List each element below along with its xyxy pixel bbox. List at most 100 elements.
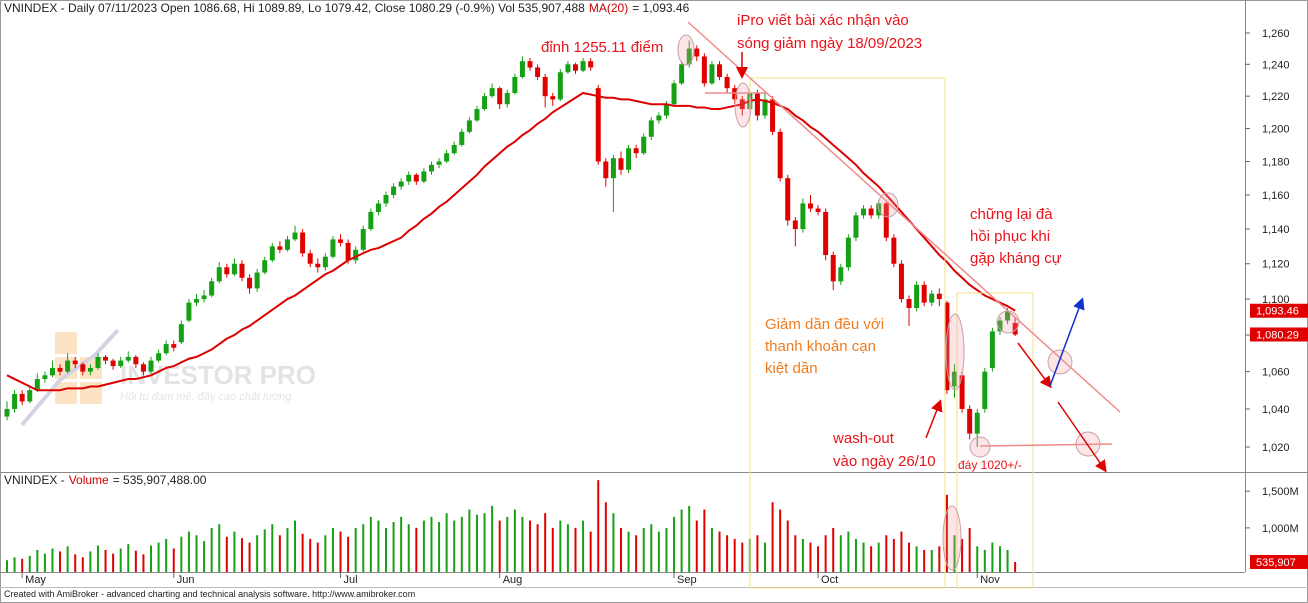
candle-body: [95, 356, 101, 368]
candle-body: [504, 92, 510, 105]
price-header: VNINDEX - Daily 07/11/2023 Open 1086.68,…: [4, 1, 690, 15]
candle-body: [140, 364, 146, 372]
candle-body: [807, 203, 813, 209]
annotation: chững lại đà: [970, 206, 1053, 223]
candle-body: [444, 153, 450, 162]
candle-body: [209, 281, 215, 296]
trend-line: [687, 21, 1121, 413]
ma-line: [6, 91, 1016, 392]
candle-body: [87, 367, 93, 372]
candle-body: [1012, 322, 1018, 335]
candle-body: [466, 120, 472, 132]
candle-body: [391, 186, 397, 195]
candle-body: [12, 393, 18, 409]
candle-body: [133, 356, 139, 365]
candle-body: [663, 104, 669, 116]
price-tag-label: 1,080.29: [1256, 329, 1299, 341]
candle-body: [573, 64, 578, 71]
candle-body: [103, 356, 109, 361]
candle-body: [345, 242, 351, 261]
y-tick-label: 1,500M: [1262, 486, 1299, 498]
annotation: hồi phục khi: [970, 228, 1050, 245]
price-tag-label: 1,093.46: [1256, 306, 1299, 318]
candle-body: [110, 360, 116, 367]
volume-header: VNINDEX - Volume = 535,907,488.00: [4, 473, 207, 487]
candle-body: [603, 161, 609, 179]
candle-body: [1005, 311, 1011, 321]
candle-body: [497, 88, 503, 105]
candle-body: [178, 324, 184, 343]
candle-body: [315, 263, 321, 268]
marks: 1,0201,0401,0601,0801,1001,1201,1401,160…: [4, 12, 1308, 586]
candle-body: [959, 375, 965, 409]
candle-body: [224, 267, 230, 275]
candle-body: [148, 360, 154, 372]
logo-block: [55, 382, 77, 404]
candle-body: [770, 99, 776, 132]
candle-body: [338, 239, 344, 243]
header-text: VNINDEX - Daily 07/11/2023 Open 1086.68,…: [4, 1, 585, 15]
candle-body: [34, 379, 40, 391]
y-tick-label: 1,000M: [1262, 523, 1299, 535]
candle-body: [118, 360, 124, 367]
candle-body: [936, 293, 942, 300]
candle-body: [671, 83, 677, 105]
candle-body: [459, 131, 465, 145]
candle-body: [451, 144, 457, 154]
candle-body: [368, 211, 374, 230]
candle-body: [489, 88, 495, 97]
candle-body: [845, 237, 851, 268]
candle-body: [830, 255, 836, 282]
candle-body: [535, 67, 541, 77]
candle-body: [300, 232, 306, 254]
annotation: thanh khoản cạn: [765, 338, 876, 355]
y-tick-label: 1,060: [1262, 367, 1290, 379]
candle-body: [694, 48, 700, 57]
candle-body: [618, 158, 624, 170]
candle-body: [398, 181, 404, 187]
annotation: wash-out: [832, 430, 895, 447]
candle-body: [413, 174, 419, 182]
candle-body: [474, 109, 480, 121]
candle-body: [732, 88, 738, 100]
candle-body: [997, 320, 1003, 332]
candle-body: [80, 364, 86, 372]
candle-body: [982, 371, 988, 409]
header-text: VNINDEX -: [4, 473, 65, 487]
x-tick-label: Nov: [980, 574, 1000, 586]
candle-body: [861, 208, 867, 216]
highlight-circle: [1047, 349, 1073, 375]
candle-body: [588, 61, 594, 68]
annotation: sóng giảm ngày 18/09/2023: [737, 35, 922, 52]
annotation: kiệt dần: [765, 360, 818, 377]
arrow: [1017, 342, 1052, 389]
candle-body: [322, 256, 328, 268]
logo-block: [55, 332, 77, 354]
candle-body: [42, 375, 48, 380]
price-tag: [1250, 303, 1308, 318]
candle-body: [171, 344, 177, 348]
candle-body: [542, 76, 548, 97]
candle-body: [512, 76, 518, 93]
candle-body: [823, 211, 829, 256]
candle-body: [125, 356, 131, 361]
candle-body: [194, 299, 199, 303]
x-tick-label: Aug: [503, 574, 523, 586]
annotation: Giảm dần đều với: [765, 316, 884, 333]
candle-body: [717, 64, 723, 77]
candle-body: [436, 161, 442, 165]
candle-body: [550, 96, 556, 100]
candle-body: [626, 148, 632, 170]
candle-body: [898, 263, 904, 300]
x-tick-label: Jun: [177, 574, 195, 586]
highlight-circle: [945, 313, 965, 391]
annotation: iPro viết bài xác nhận vào: [737, 12, 909, 29]
y-tick-label: 1,240: [1262, 59, 1290, 71]
candle-body: [49, 367, 55, 376]
candle-body: [853, 215, 859, 238]
y-tick-label: 1,100: [1262, 294, 1290, 306]
annotation: đỉnh 1255.11 điểm: [541, 39, 663, 56]
y-tick-label: 1,040: [1262, 404, 1290, 416]
